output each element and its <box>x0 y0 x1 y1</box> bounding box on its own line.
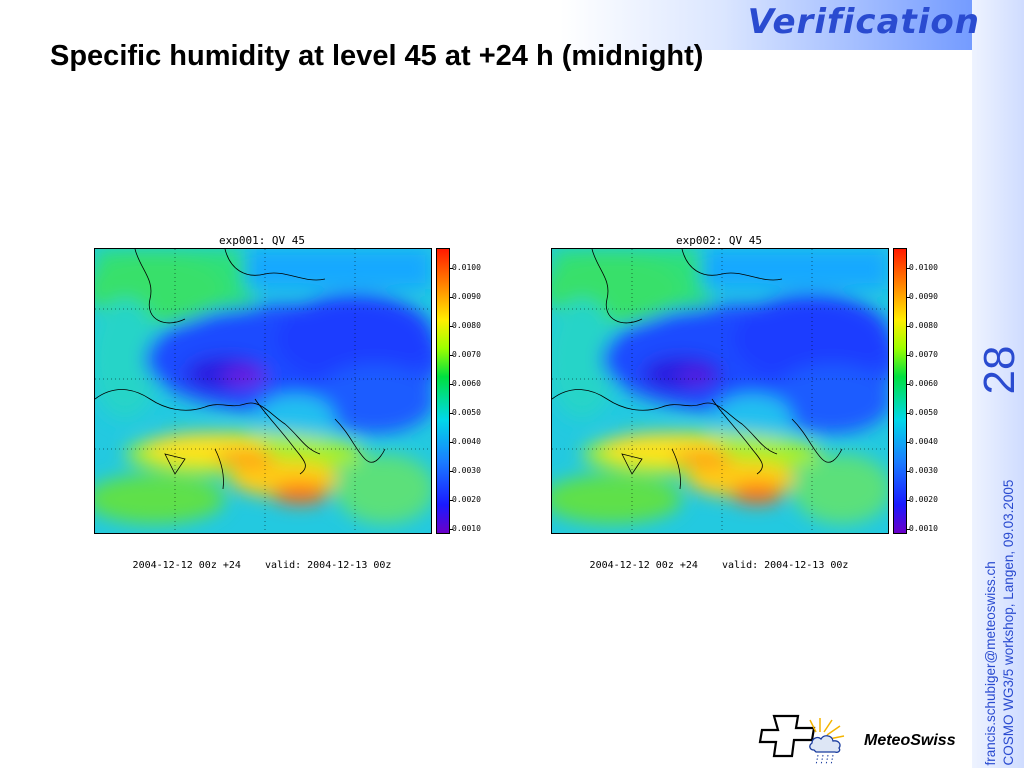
tick-mark <box>906 384 910 385</box>
tick-mark <box>449 326 453 327</box>
tick-mark <box>449 500 453 501</box>
tick-label: 0.0050 <box>452 408 481 417</box>
tick-label: 0.0030 <box>909 466 938 475</box>
tick-label: 0.0030 <box>452 466 481 475</box>
footer: francis.schubiger@meteoswiss.ch COSMO WG… <box>976 440 1024 765</box>
tick-label: 0.0080 <box>452 321 481 330</box>
tick-mark <box>449 442 453 443</box>
tick-label: 0.0090 <box>909 292 938 301</box>
tick-mark <box>906 471 910 472</box>
tick-label: 0.0040 <box>452 437 481 446</box>
section-title: Verification <box>747 2 980 42</box>
header-gradient-band <box>560 0 1024 50</box>
tick-mark <box>906 355 910 356</box>
panel-title: exp001: QV 45 <box>218 234 306 247</box>
tick-mark <box>906 297 910 298</box>
colorbar <box>436 248 450 534</box>
slide-number-text: 28 <box>975 345 1024 395</box>
tick-label: 0.0040 <box>909 437 938 446</box>
tick-label: 0.0050 <box>909 408 938 417</box>
tick-label: 0.0060 <box>909 379 938 388</box>
humidity-field <box>552 249 888 533</box>
tick-label: 0.0020 <box>909 495 938 504</box>
map-panel-exp001: exp001: QV 45 <box>92 230 512 580</box>
panel-title: exp002: QV 45 <box>675 234 763 247</box>
logo-text: MeteoSwiss <box>864 732 956 749</box>
sidebar-gradient-band <box>972 0 1024 768</box>
tick-mark <box>449 529 453 530</box>
footer-event: COSMO WG3/5 workshop, Langen, 09.03.2005 <box>1001 479 1016 765</box>
tick-mark <box>449 413 453 414</box>
tick-mark <box>906 500 910 501</box>
tick-label: 0.0080 <box>909 321 938 330</box>
tick-label: 0.0060 <box>452 379 481 388</box>
graticule <box>95 249 431 533</box>
tick-label: 0.0020 <box>452 495 481 504</box>
humidity-map <box>551 248 889 534</box>
tick-mark <box>906 529 910 530</box>
tick-mark <box>906 442 910 443</box>
swiss-cross-cloud-icon <box>758 714 845 766</box>
tick-label: 0.0010 <box>909 524 938 533</box>
meteoswiss-logo: MeteoSwiss <box>758 710 963 766</box>
tick-label: 0.0070 <box>452 350 481 359</box>
tick-mark <box>449 355 453 356</box>
panel-caption: 2004-12-12 00z +24 valid: 2004-12-13 00z <box>132 560 392 571</box>
humidity-map <box>94 248 432 534</box>
coastlines <box>552 249 843 490</box>
tick-mark <box>449 471 453 472</box>
tick-mark <box>906 326 910 327</box>
footer-email: francis.schubiger@meteoswiss.ch <box>983 560 998 765</box>
map-panel-exp002: exp002: QV 45 <box>549 230 969 580</box>
graticule <box>552 249 888 533</box>
tick-label: 0.0070 <box>909 350 938 359</box>
panel-caption: 2004-12-12 00z +24 valid: 2004-12-13 00z <box>589 560 849 571</box>
tick-mark <box>449 384 453 385</box>
tick-label: 0.0100 <box>909 263 938 272</box>
tick-mark <box>449 297 453 298</box>
slide-number: 28 <box>975 330 1024 410</box>
tick-label: 0.0100 <box>452 263 481 272</box>
tick-mark <box>906 268 910 269</box>
colorbar <box>893 248 907 534</box>
tick-mark <box>449 268 453 269</box>
tick-label: 0.0090 <box>452 292 481 301</box>
page-title: Specific humidity at level 45 at +24 h (… <box>50 40 704 72</box>
humidity-field <box>95 249 431 533</box>
tick-label: 0.0010 <box>452 524 481 533</box>
tick-mark <box>906 413 910 414</box>
